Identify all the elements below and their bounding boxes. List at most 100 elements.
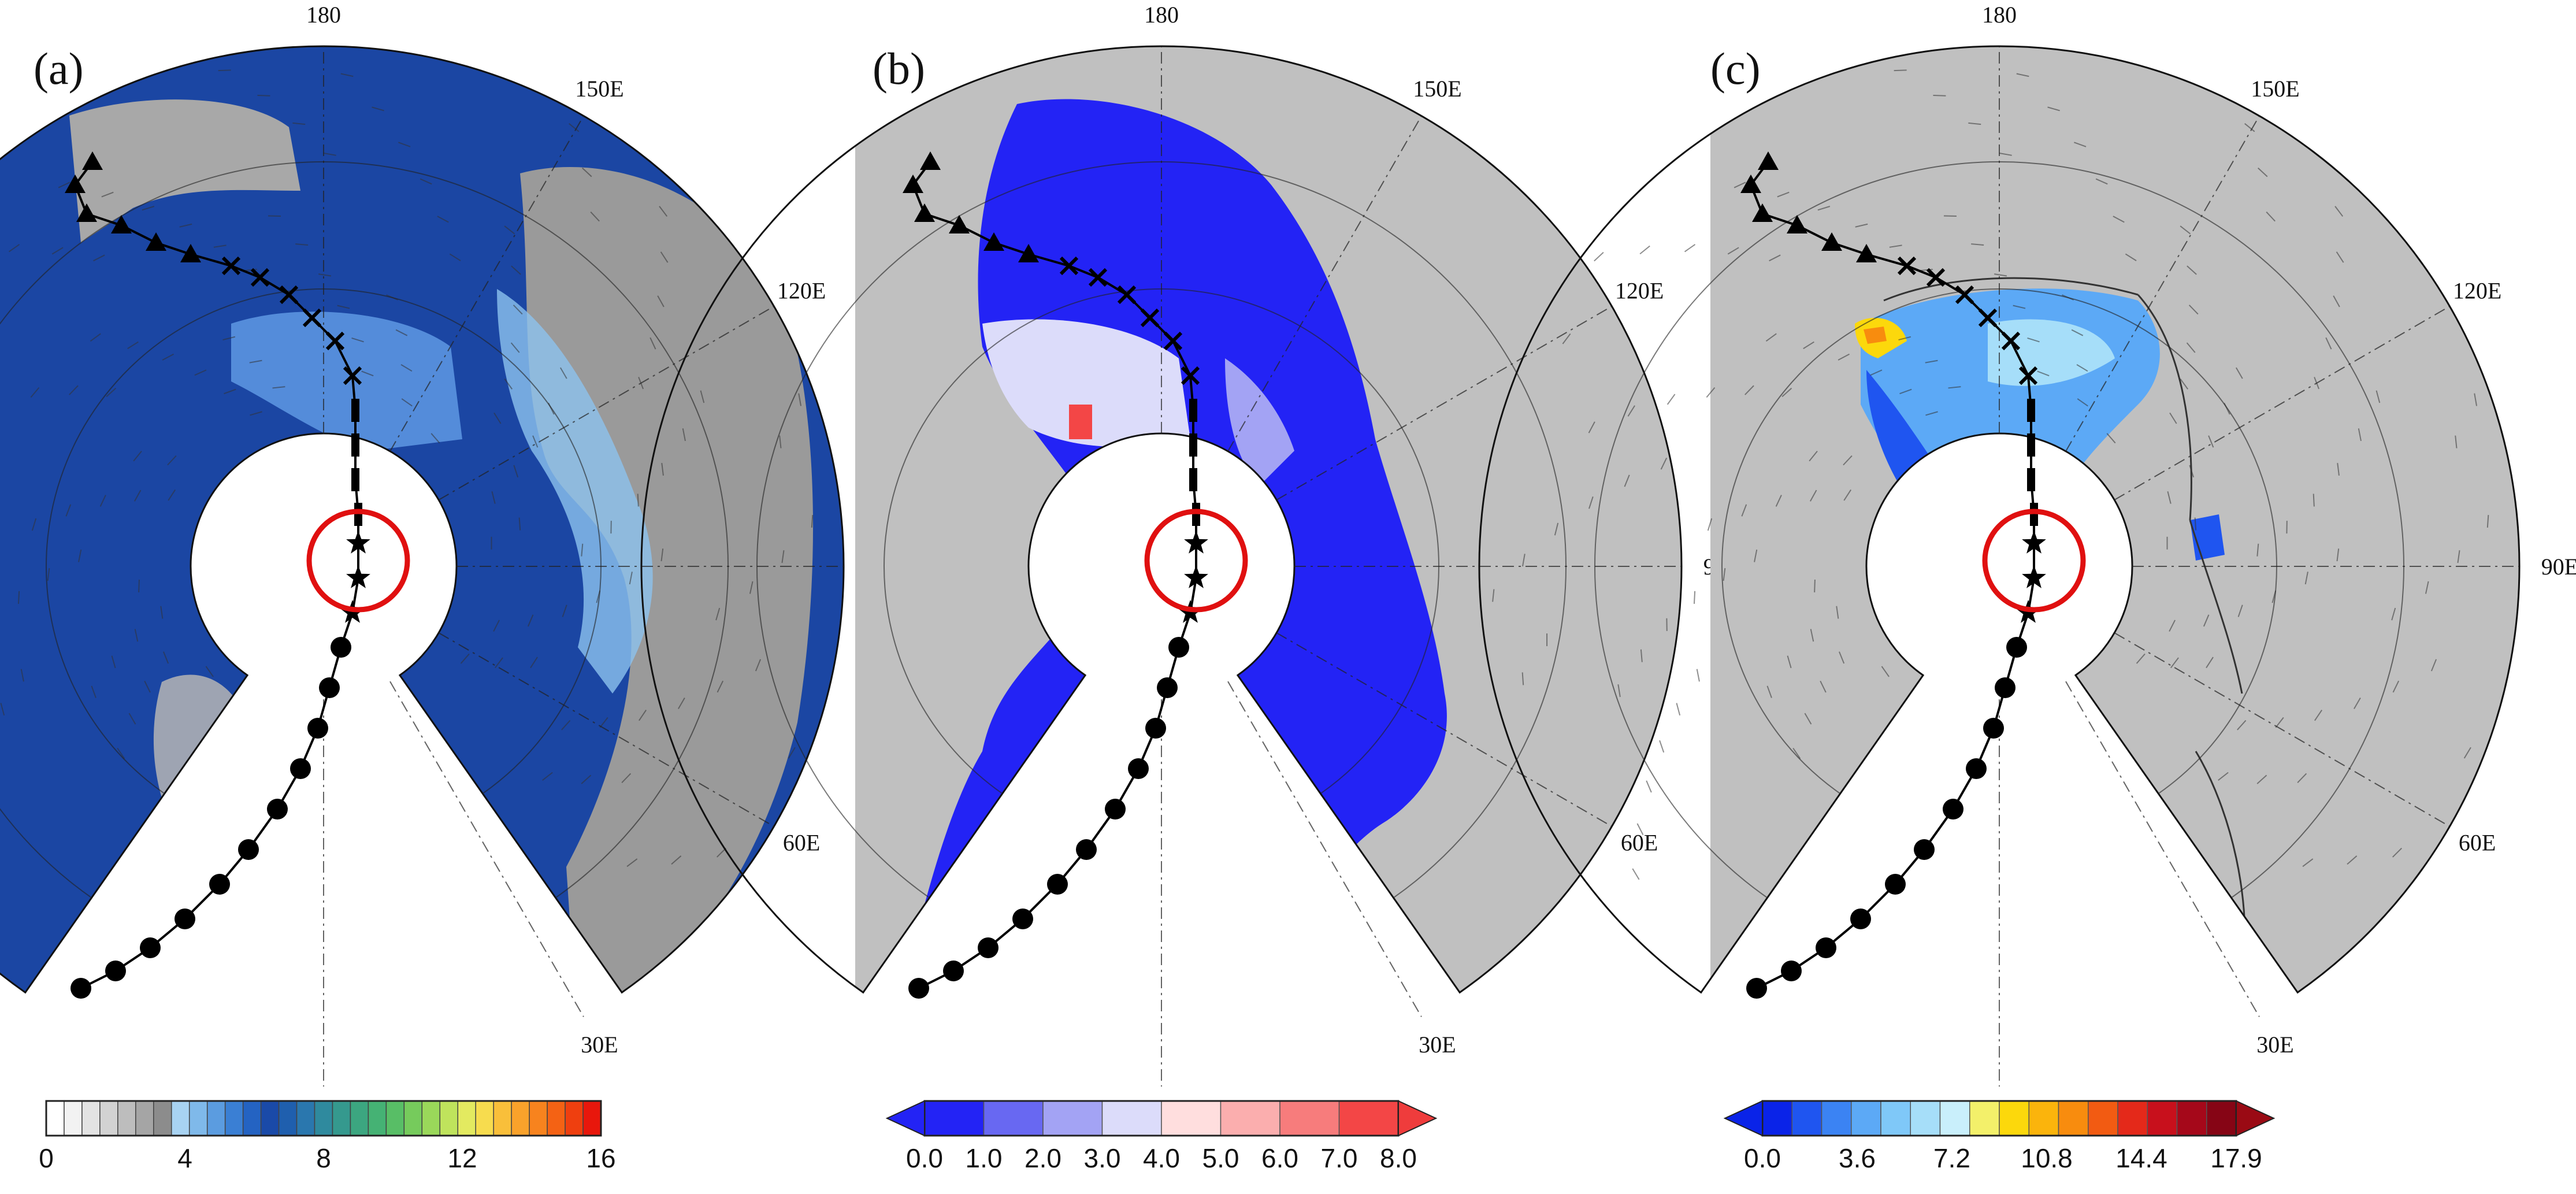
colorbar-swatch	[925, 1101, 984, 1136]
colorbar-tick-label: 10.8	[2021, 1143, 2073, 1173]
track-dot-marker	[1914, 839, 1935, 860]
colorbar-swatch	[154, 1101, 172, 1136]
colorbar-arrow-left	[887, 1101, 925, 1136]
colorbar-swatch	[1043, 1101, 1103, 1136]
colorbar-swatch	[493, 1101, 511, 1136]
vector-arrow	[1933, 95, 1946, 96]
vector-arrow	[218, 70, 231, 71]
colorbar-swatch	[1762, 1101, 1792, 1136]
vector-arrow	[1594, 253, 1603, 261]
colorbar-swatch	[207, 1101, 225, 1136]
colorbar-swatch	[476, 1101, 493, 1136]
panel-b-land-gap	[1294, 890, 1387, 1017]
vector-arrow	[1668, 394, 1675, 405]
colorbar-swatch	[100, 1101, 118, 1136]
colorbar-swatch	[2147, 1101, 2177, 1136]
colorbar-arrow-right	[1398, 1101, 1436, 1136]
colorbar-tick-label: 17.9	[2210, 1143, 2262, 1173]
colorbar-tick-label: 12	[447, 1143, 477, 1173]
track-dash-marker	[351, 399, 359, 422]
track-dash-marker	[354, 503, 362, 526]
longitude-label-120: 120E	[777, 278, 826, 304]
longitude-label-30: 30E	[581, 1032, 618, 1058]
track-dash-marker	[2027, 433, 2035, 457]
longitude-label-60: 60E	[1621, 830, 1658, 856]
colorbar-swatch	[1792, 1101, 1821, 1136]
vector-arrow	[1640, 246, 1650, 254]
track-dot-marker	[290, 758, 311, 779]
colorbar-swatch	[82, 1101, 100, 1136]
colorbar-swatch	[422, 1101, 440, 1136]
track-dash-marker	[2027, 468, 2035, 491]
vector-arrow	[257, 95, 270, 96]
colorbar-swatch	[2059, 1101, 2088, 1136]
colorbar-swatch	[2118, 1101, 2147, 1136]
track-dot-marker	[1816, 937, 1836, 958]
colorbar-swatch	[1910, 1101, 1940, 1136]
track-dot-marker	[1128, 758, 1149, 779]
colorbar-tick-label: 0.0	[1744, 1143, 1781, 1173]
track-dot-marker	[1157, 677, 1178, 698]
panel-b-ice-red	[1069, 405, 1092, 439]
track-dot-marker	[1105, 799, 1126, 820]
vector-arrow	[1660, 740, 1664, 752]
colorbar-tick-label: 8.0	[1380, 1143, 1417, 1173]
vector-arrow	[1646, 781, 1651, 792]
track-dot-marker	[908, 978, 929, 999]
colorbar-swatch	[1940, 1101, 1970, 1136]
vector-arrow	[1697, 669, 1699, 682]
track-dash-marker	[351, 433, 359, 457]
track-dash-marker	[2030, 503, 2038, 526]
colorbar-swatch	[1339, 1101, 1399, 1136]
track-dash-marker	[1192, 503, 1200, 526]
colorbar-swatch	[565, 1101, 583, 1136]
panel-c-waves-orange	[1864, 327, 1887, 344]
colorbar-swatch	[2029, 1101, 2058, 1136]
colorbar-swatch	[243, 1101, 261, 1136]
colorbar-tick-label: 6.0	[1261, 1143, 1298, 1173]
track-dot-marker	[70, 978, 91, 999]
colorbar-swatch	[118, 1101, 136, 1136]
colorbar-tick-label: 7.2	[1933, 1143, 1970, 1173]
track-dot-marker	[331, 637, 351, 658]
panel-b-land	[855, 0, 1722, 1156]
colorbar-swatch	[386, 1101, 404, 1136]
colorbar-swatch	[64, 1101, 82, 1136]
track-dot-marker	[1145, 718, 1166, 739]
track-dot-marker	[1966, 758, 1987, 779]
track-dash-marker	[2027, 399, 2035, 422]
colorbar-tick-label: 4.0	[1143, 1143, 1180, 1173]
colorbar-swatch	[2207, 1101, 2236, 1136]
colorbar-swatch	[984, 1101, 1044, 1136]
track-dot-marker	[307, 718, 328, 739]
track-dot-marker	[1781, 961, 1802, 981]
track-dot-marker	[105, 961, 126, 981]
vector-arrow	[1894, 70, 1907, 71]
colorbar-swatch	[547, 1101, 565, 1136]
colorbar-swatch	[1280, 1101, 1339, 1136]
colorbar-arrow-right	[2236, 1101, 2274, 1136]
colorbar-tick-label: 5.0	[1202, 1143, 1239, 1173]
panel-a-north-atlantic	[69, 911, 347, 1098]
panel-b-map	[855, 0, 1722, 1156]
colorbar-swatch	[1970, 1101, 1999, 1136]
panel-a-letter: (a)	[34, 43, 84, 94]
vector-arrow	[1676, 703, 1680, 715]
panel-c-background	[1710, 0, 2576, 1156]
colorbar-tick-label: 2.0	[1025, 1143, 1061, 1173]
colorbar-tick-label: 4	[177, 1143, 192, 1173]
colorbar-swatch	[368, 1101, 386, 1136]
colorbar-tick-label: 3.6	[1839, 1143, 1876, 1173]
colorbar-swatch	[279, 1101, 297, 1136]
track-dot-marker	[943, 961, 964, 981]
longitude-label-150: 150E	[1413, 76, 1461, 102]
longitude-label-120: 120E	[1615, 278, 1664, 304]
colorbar-swatch	[1161, 1101, 1221, 1136]
panel-a-land-greenland	[154, 674, 255, 844]
colorbar-tick-label: 7.0	[1321, 1143, 1358, 1173]
longitude-label-150: 150E	[575, 76, 623, 102]
longitude-label-180: 180	[1982, 2, 2017, 28]
